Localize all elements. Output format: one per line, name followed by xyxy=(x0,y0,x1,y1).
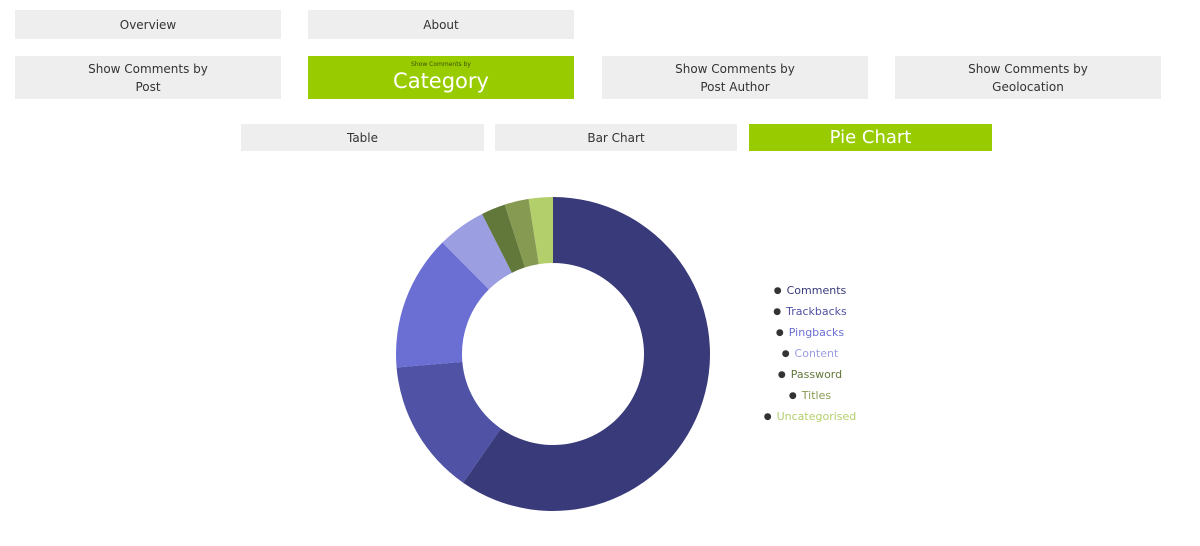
legend-bullet: ● xyxy=(763,412,772,422)
overview-button[interactable]: Overview xyxy=(15,10,281,39)
legend-label: Password xyxy=(790,368,843,381)
slice-uncategorised[interactable] xyxy=(528,197,553,265)
show-by-author-button[interactable]: Show Comments by Post Author xyxy=(602,56,868,99)
show-by-author-line1: Show Comments by xyxy=(675,61,795,76)
legend-label: Comments xyxy=(786,284,847,297)
legend-item-comments[interactable]: ● Comments xyxy=(740,282,880,303)
show-by-geolocation-line2: Geolocation xyxy=(992,79,1064,94)
table-view-button[interactable]: Table xyxy=(241,124,484,151)
show-by-post-button[interactable]: Show Comments by Post xyxy=(15,56,281,99)
slice-password[interactable] xyxy=(482,204,526,273)
show-by-post-line2: Post xyxy=(135,79,161,94)
legend-label: Trackbacks xyxy=(786,305,847,318)
legend-item-titles[interactable]: ● Titles xyxy=(740,387,880,408)
legend-label: Uncategorised xyxy=(776,410,857,423)
show-by-geolocation-line1: Show Comments by xyxy=(968,61,1088,76)
pie-chart-view-button[interactable]: Pie Chart xyxy=(749,124,992,151)
slice-content[interactable] xyxy=(442,213,512,290)
pie-chart-view-label: Pie Chart xyxy=(829,127,912,148)
donut-chart xyxy=(396,197,710,512)
show-by-post-line1: Show Comments by xyxy=(88,61,208,76)
legend-label: Titles xyxy=(801,389,832,402)
bar-chart-view-label: Bar Chart xyxy=(587,130,645,145)
bar-chart-view-button[interactable]: Bar Chart xyxy=(495,124,737,151)
legend-bullet: ● xyxy=(773,307,782,317)
legend-bullet: ● xyxy=(781,349,790,359)
legend-label: Pingbacks xyxy=(788,326,845,339)
show-by-category-button[interactable]: Show Comments by Category xyxy=(308,56,574,99)
legend-bullet: ● xyxy=(777,370,786,380)
legend-item-trackbacks[interactable]: ● Trackbacks xyxy=(740,303,880,324)
legend-item-password[interactable]: ● Password xyxy=(740,366,880,387)
about-button[interactable]: About xyxy=(308,10,574,39)
overview-label: Overview xyxy=(119,17,177,32)
show-by-author-line2: Post Author xyxy=(700,79,770,94)
about-label: About xyxy=(423,17,459,32)
show-by-geolocation-button[interactable]: Show Comments by Geolocation xyxy=(895,56,1161,99)
legend-item-pingbacks[interactable]: ● Pingbacks xyxy=(740,324,880,345)
legend-item-content[interactable]: ● Content xyxy=(740,345,880,366)
slice-comments[interactable] xyxy=(463,197,710,512)
chart-legend: ● Comments ● Trackbacks ● Pingbacks ● Content ● P… xyxy=(740,282,880,429)
slice-pingbacks[interactable] xyxy=(396,242,489,368)
show-by-category-line1: Show Comments by xyxy=(411,61,471,68)
slice-trackbacks[interactable] xyxy=(396,361,501,483)
legend-item-uncategorised[interactable]: ● Uncategorised xyxy=(740,408,880,429)
table-view-label: Table xyxy=(346,130,379,145)
legend-bullet: ● xyxy=(773,286,782,296)
legend-bullet: ● xyxy=(788,391,797,401)
legend-label: Content xyxy=(794,347,839,360)
legend-bullet: ● xyxy=(775,328,784,338)
slice-titles[interactable] xyxy=(504,198,539,268)
show-by-category-line2: Category xyxy=(393,69,489,93)
